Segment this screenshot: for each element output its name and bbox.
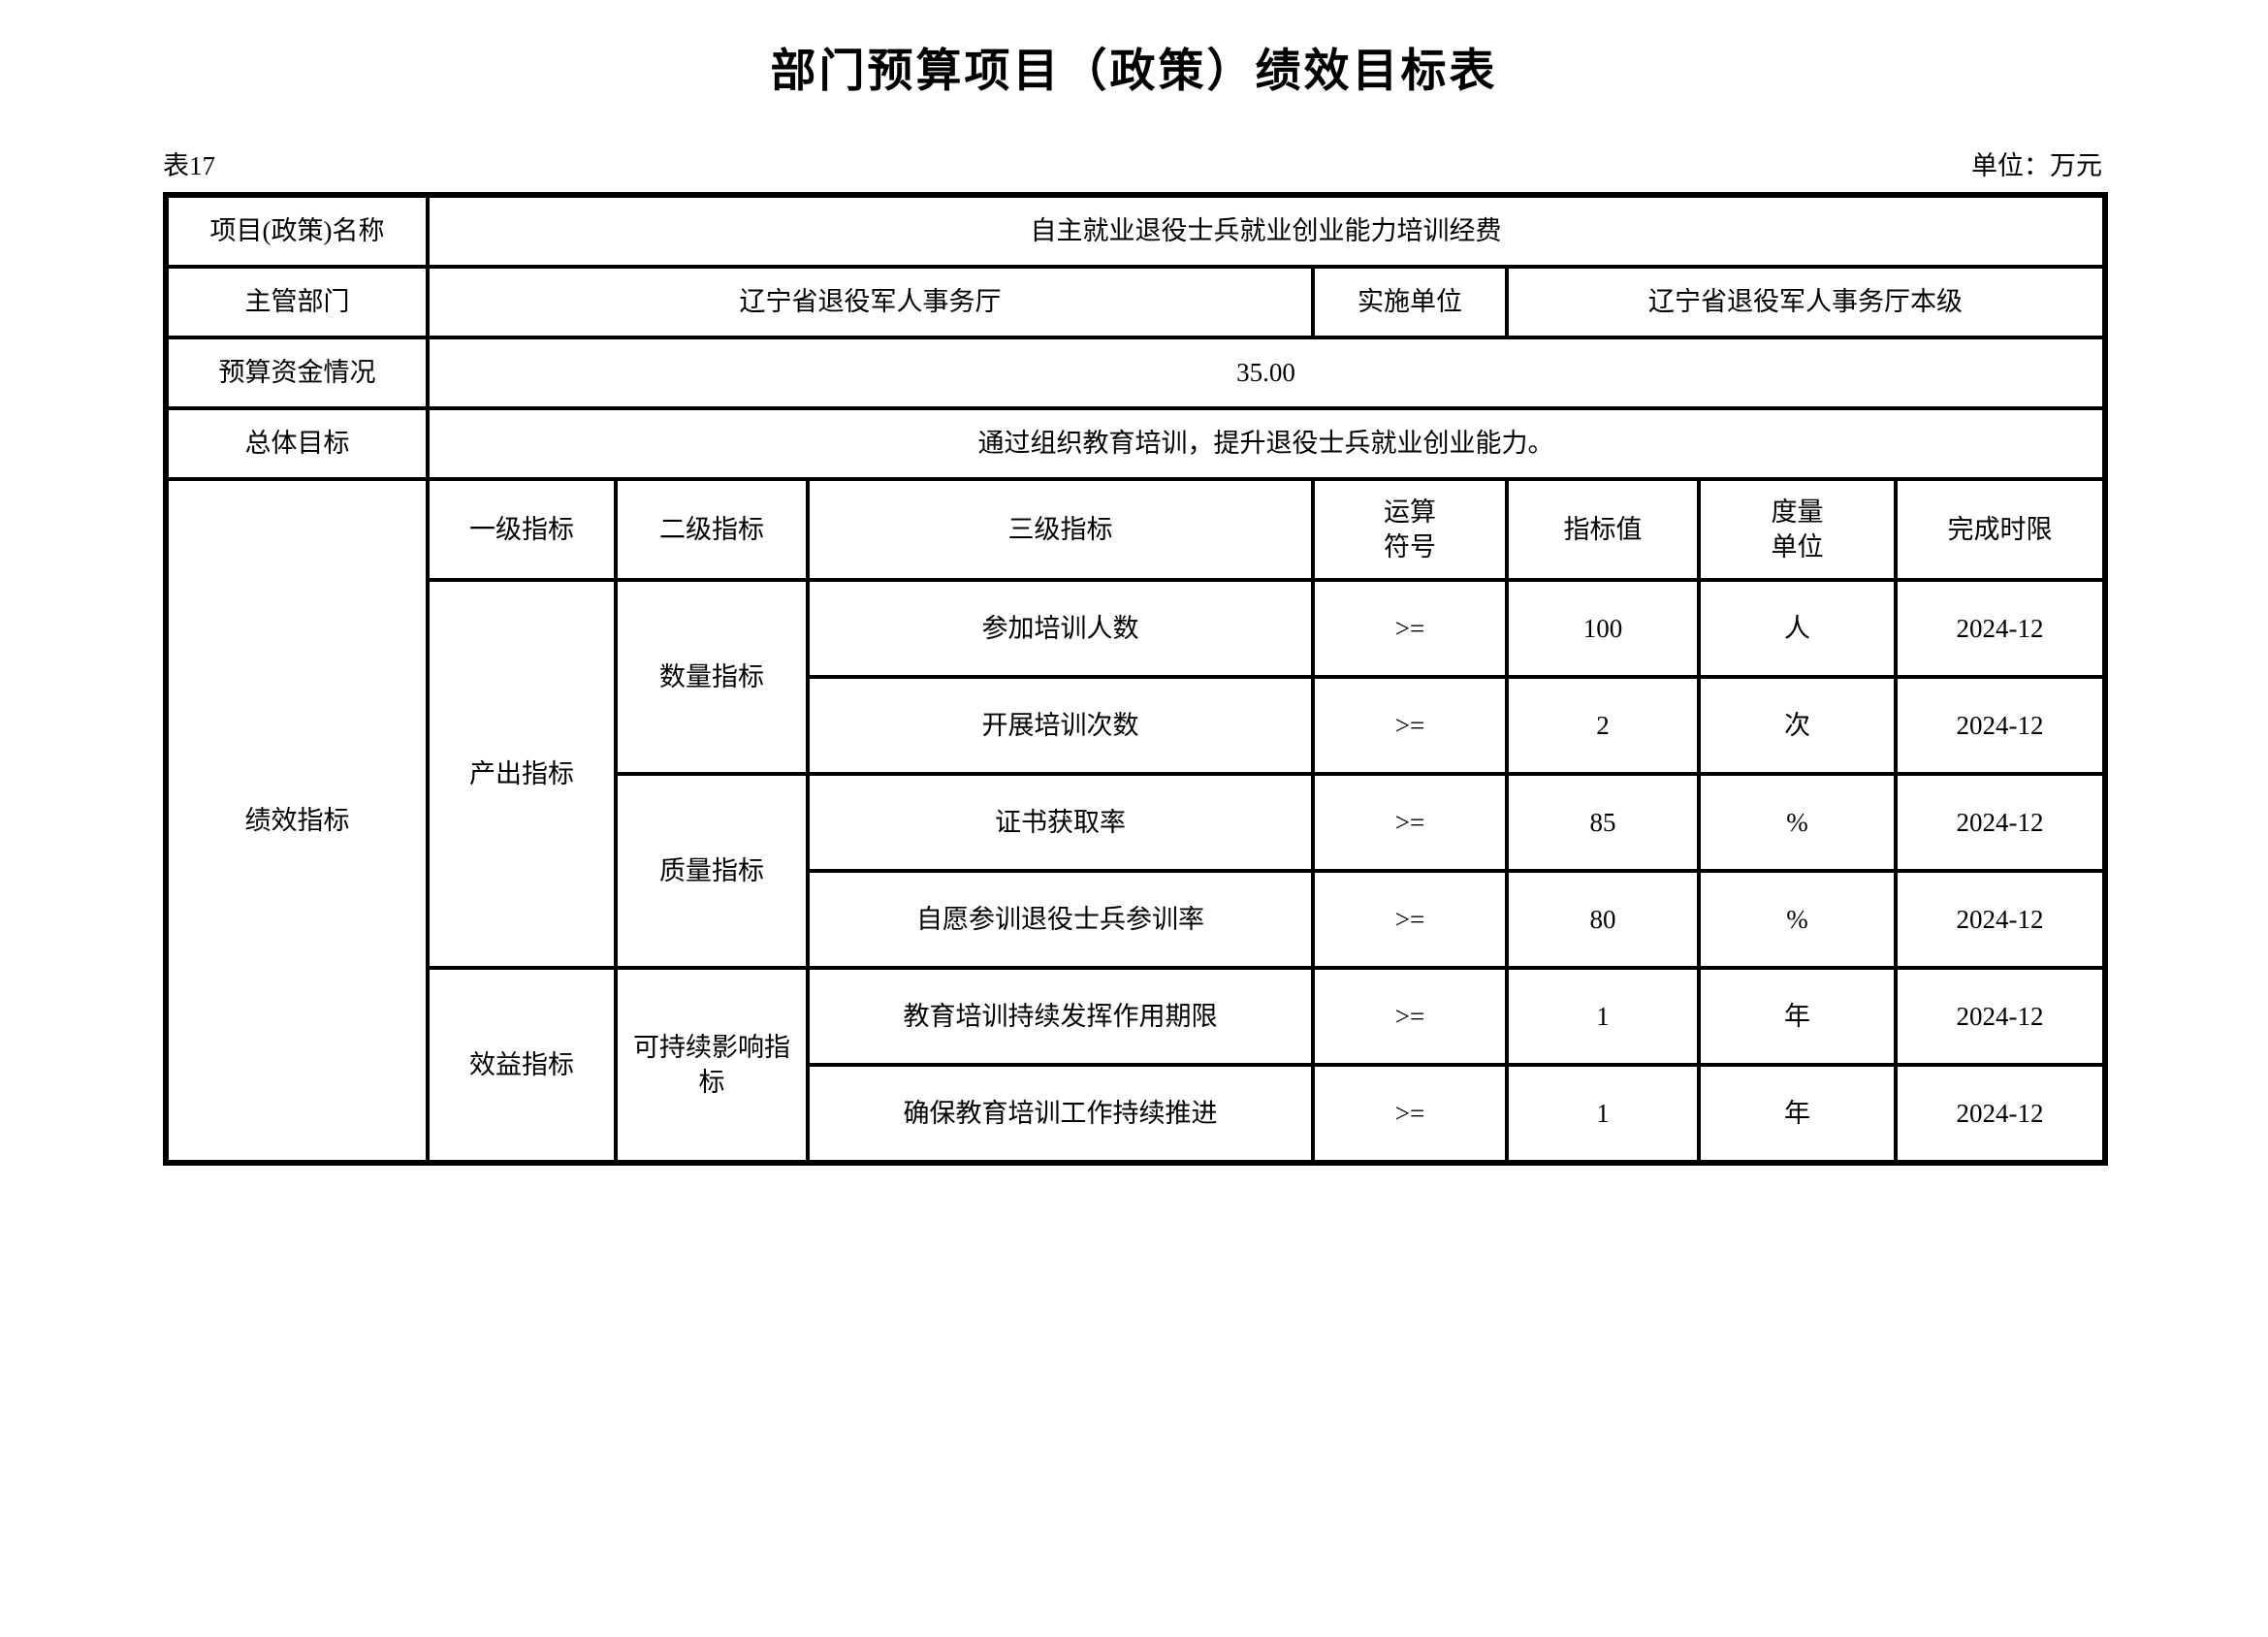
table-number: 表17 [163, 151, 215, 180]
unit-note: 单位：万元 [1971, 151, 2102, 180]
project-name-row: 项目(政策)名称 自主就业退役士兵就业创业能力培训经费 [164, 193, 2108, 269]
indicator-value: 2 [1505, 675, 1701, 776]
indicator-operator: >= [1311, 966, 1509, 1067]
indicator-deadline: 2024-12 [1893, 772, 2108, 873]
header-measure-unit: 度量 单位 [1697, 477, 1898, 582]
level1-benefit-indicator: 效益指标 [426, 966, 618, 1165]
implementing-unit-value: 辽宁省退役军人事务厅本级 [1504, 265, 2108, 339]
indicator-value: 1 [1505, 1063, 1701, 1165]
performance-indicator-section-label: 绩效指标 [164, 477, 430, 1165]
indicator-name: 教育培训持续发挥作用期限 [806, 966, 1315, 1067]
level1-output-indicator: 产出指标 [426, 578, 618, 970]
indicator-row: 开展培训次数 >= 2 次 2024-12 [166, 675, 2108, 776]
page-title: 部门预算项目（政策）绩效目标表 [770, 47, 1498, 97]
indicator-row: 质量指标 证书获取率 >= 85 % 2024-12 [166, 772, 2108, 970]
indicator-value: 100 [1505, 578, 1701, 679]
indicator-row: 自愿参训退役士兵参训率 >= 80 % 2024-12 [166, 869, 2108, 970]
level2-sustainable-impact-indicator: 可持续影响指标 [614, 966, 810, 1165]
meta-row: 表17 单位：万元 [163, 144, 2102, 182]
department-label: 主管部门 [164, 265, 430, 339]
indicator-row: 确保教育培训工作持续推进 >= 1 年 2024-12 [166, 1063, 2108, 1165]
budget-label: 预算资金情况 [164, 336, 430, 410]
header-level3-indicator: 三级指标 [806, 477, 1315, 582]
header-level1-indicator: 一级指标 [426, 477, 618, 582]
indicator-operator: >= [1311, 1063, 1509, 1165]
overall-goal-label: 总体目标 [164, 406, 430, 481]
overall-goal-value: 通过组织教育培训，提升退役士兵就业创业能力。 [425, 406, 2108, 481]
implementing-unit-label: 实施单位 [1311, 265, 1509, 339]
indicator-deadline: 2024-12 [1893, 1063, 2108, 1165]
indicator-row: 产出指标 数量指标 参加培训人数 >= 100 人 2024-12 [166, 578, 2108, 970]
indicator-unit: 次 [1697, 675, 1898, 776]
indicator-unit: 人 [1697, 578, 1898, 679]
indicator-deadline: 2024-12 [1893, 578, 2108, 679]
header-indicator-value: 指标值 [1505, 477, 1701, 582]
indicator-deadline: 2024-12 [1893, 675, 2108, 776]
project-name-label: 项目(政策)名称 [164, 193, 430, 269]
indicator-operator: >= [1311, 675, 1509, 776]
indicator-operator: >= [1311, 578, 1509, 679]
indicator-value: 80 [1505, 869, 1701, 970]
indicator-name: 开展培训次数 [806, 675, 1315, 776]
indicator-unit: 年 [1697, 1063, 1898, 1165]
indicator-operator: >= [1311, 772, 1509, 873]
performance-target-table: 项目(政策)名称 自主就业退役士兵就业创业能力培训经费 主管部门 辽宁省退役军人… [163, 192, 2109, 1166]
header-deadline: 完成时限 [1893, 477, 2108, 582]
department-row: 主管部门 辽宁省退役军人事务厅 实施单位 辽宁省退役军人事务厅本级 [164, 265, 2108, 339]
indicator-deadline: 2024-12 [1893, 869, 2108, 970]
indicator-value: 1 [1505, 966, 1701, 1067]
indicator-deadline: 2024-12 [1893, 966, 2108, 1067]
level2-quality-indicator: 质量指标 [614, 772, 810, 970]
overall-goal-row: 总体目标 通过组织教育培训，提升退役士兵就业创业能力。 [164, 406, 2108, 481]
indicator-name: 参加培训人数 [806, 578, 1315, 679]
indicator-row: 效益指标 可持续影响指标 教育培训持续发挥作用期限 >= 1 年 2024-12 [166, 966, 2108, 1165]
level2-quantity-indicator: 数量指标 [614, 578, 810, 776]
indicator-unit: 年 [1697, 966, 1898, 1067]
project-name-value: 自主就业退役士兵就业创业能力培训经费 [425, 193, 2108, 269]
header-level2-indicator: 二级指标 [614, 477, 810, 582]
indicator-value: 85 [1505, 772, 1701, 873]
indicator-operator: >= [1311, 869, 1509, 970]
budget-row: 预算资金情况 35.00 [164, 336, 2108, 410]
department-value: 辽宁省退役军人事务厅 [426, 265, 1315, 339]
indicator-header-row: 绩效指标 一级指标 二级指标 三级指标 运算 符号 指标值 度量 单位 完成时限 [164, 477, 2108, 1165]
indicator-unit: % [1697, 772, 1898, 873]
indicator-name: 确保教育培训工作持续推进 [806, 1063, 1315, 1165]
indicator-unit: % [1697, 869, 1898, 970]
indicator-name: 自愿参训退役士兵参训率 [806, 869, 1315, 970]
budget-value: 35.00 [425, 336, 2108, 410]
indicator-name: 证书获取率 [806, 772, 1315, 873]
header-operator: 运算 符号 [1311, 477, 1509, 582]
